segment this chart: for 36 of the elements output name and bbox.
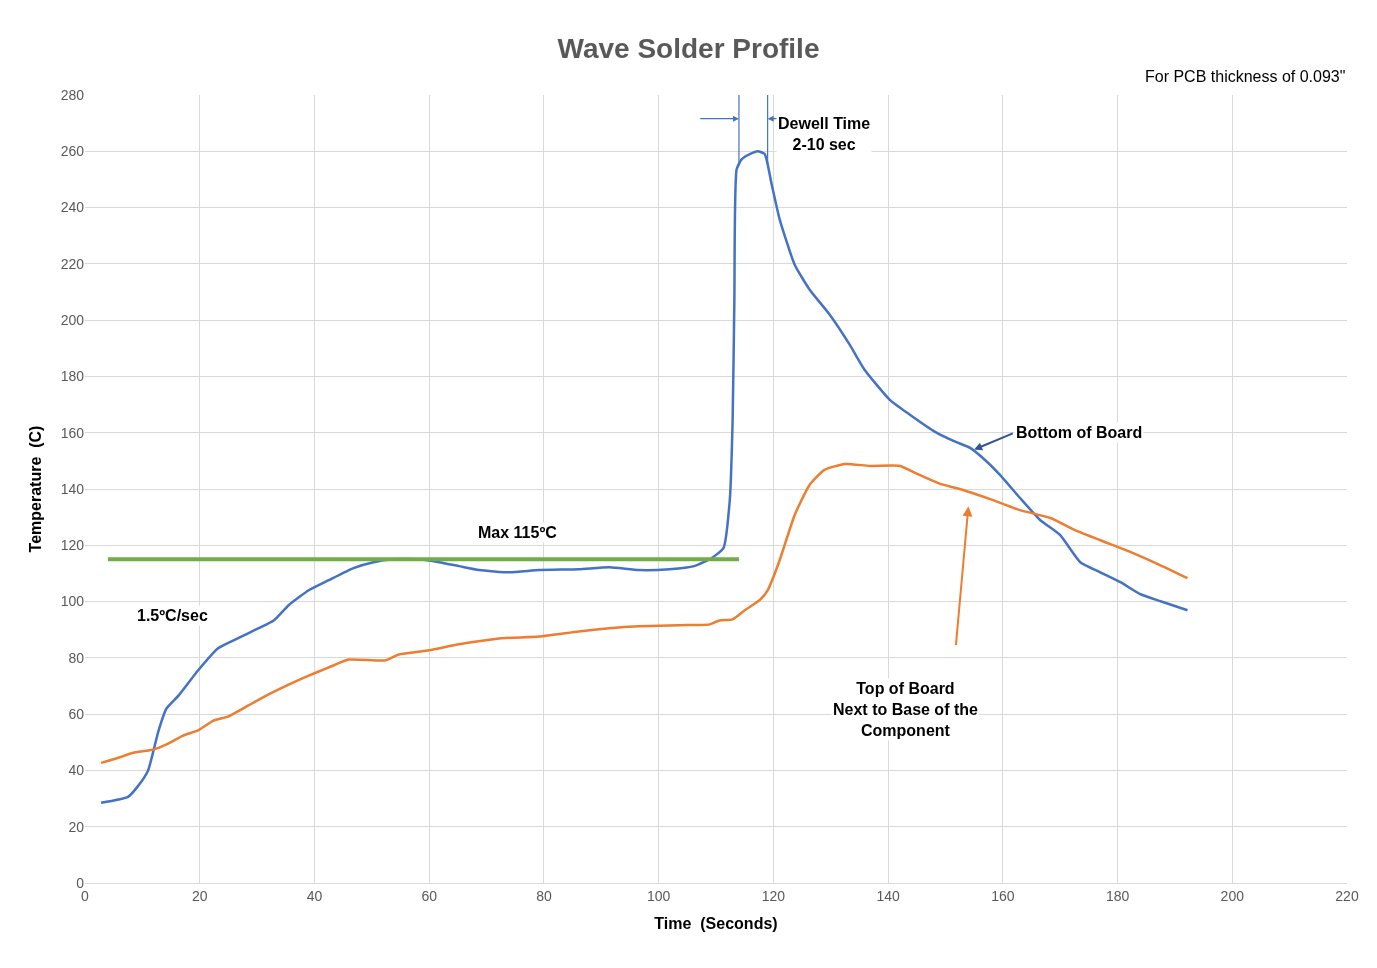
y-tick-label: 200 (60, 312, 85, 329)
y-tick-label: 240 (60, 199, 85, 216)
x-tick-label: 140 (876, 887, 900, 904)
y-tick-label: 160 (60, 424, 85, 441)
y-tick-label: 20 (68, 818, 85, 835)
y-tick-label: 180 (60, 368, 85, 385)
x-tick-label: 160 (991, 887, 1015, 904)
y-tick-label: 60 (68, 706, 85, 723)
y-axis-title: Temperature (C) (26, 425, 44, 553)
x-tick-label: 180 (1105, 887, 1130, 904)
x-tick-label: 40 (306, 887, 323, 904)
x-tick-label: 100 (646, 887, 671, 904)
annotation: Max 115ºC (478, 524, 558, 541)
annotation: Top of Board Next to Base of the Component (833, 680, 979, 739)
x-tick-label: 20 (191, 887, 208, 904)
y-tick-label: 280 (60, 86, 85, 103)
y-tick-label: 120 (60, 537, 85, 554)
x-axis-title: Time (Seconds) (654, 915, 778, 933)
y-tick-label: 260 (60, 143, 85, 160)
annotation: 1.5ºC/sec (137, 607, 208, 624)
x-tick-label: 220 (1335, 887, 1359, 904)
y-tick-label: 80 (68, 649, 85, 666)
x-tick-label: 80 (536, 887, 552, 904)
y-tick-label: 220 (60, 255, 85, 272)
y-tick-label: 40 (68, 762, 85, 779)
y-tick-label: 140 (60, 480, 85, 497)
x-tick-label: 120 (761, 887, 786, 904)
y-tick-label: 0 (76, 874, 85, 891)
annotation: Bottom of Board (1016, 424, 1143, 441)
y-tick-label: 100 (60, 593, 85, 610)
chart-title: Wave Solder Profile (557, 33, 820, 65)
x-tick-label: 200 (1220, 887, 1245, 904)
ref-line-label: Dewell Time 2-10 sec (778, 115, 871, 153)
x-tick-label: 60 (421, 887, 438, 904)
text: For PCB thickness of 0.093" (1145, 68, 1346, 85)
line-series (99, 462, 1189, 765)
